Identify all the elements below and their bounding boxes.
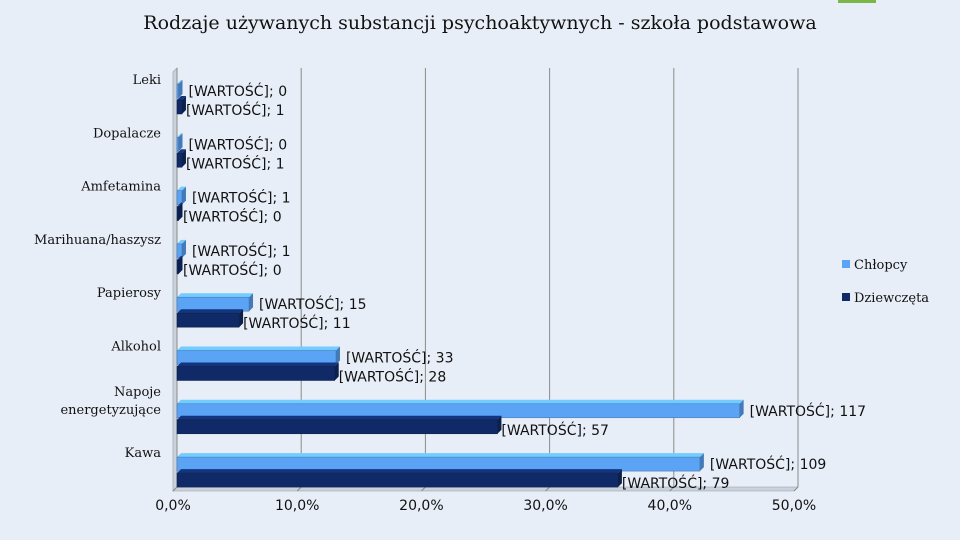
bar-dziewczeta xyxy=(176,366,335,381)
gridline-foot xyxy=(793,486,799,492)
bar-dziewczeta xyxy=(176,419,498,435)
bar-dziewczeta-top xyxy=(177,202,183,207)
bar-chlopcy-side xyxy=(178,80,183,98)
bar-dziewczeta xyxy=(176,153,183,168)
category-label: Alkohol xyxy=(110,340,161,355)
bar-chlopcy-side xyxy=(739,399,744,418)
category-label: Napoje xyxy=(114,385,161,400)
category-label: Papierosy xyxy=(97,286,162,301)
data-label-chlopcy: [WARTOŚĆ]; 109 xyxy=(710,455,826,473)
bar-chlopcy-top xyxy=(177,239,186,244)
bar-chlopcy-side xyxy=(178,133,183,152)
category-label: Dopalacze xyxy=(93,126,161,141)
bar-dziewczeta-top xyxy=(177,362,339,367)
bar-dziewczeta xyxy=(176,472,619,488)
data-label-dziewczeta: [WARTOŚĆ]; 1 xyxy=(186,101,285,119)
data-label-dziewczeta: [WARTOŚĆ]; 0 xyxy=(183,261,282,279)
data-label-dziewczeta: [WARTOŚĆ]; 28 xyxy=(339,368,447,386)
bar-chlopcy-side xyxy=(249,293,254,312)
category-label: Kawa xyxy=(125,446,162,461)
data-label-dziewczeta: [WARTOŚĆ]; 79 xyxy=(622,474,730,492)
bar-chlopcy xyxy=(176,243,183,259)
x-tick-label: 30,0% xyxy=(523,498,567,514)
data-label-chlopcy: [WARTOŚĆ]; 33 xyxy=(346,349,454,367)
bar-chlopcy-side xyxy=(181,239,186,258)
bar-chlopcy-top xyxy=(177,80,183,84)
bar-chlopcy-side xyxy=(181,186,186,205)
data-label-dziewczeta: [WARTOŚĆ]; 11 xyxy=(243,314,351,332)
legend-label: Chłopcy xyxy=(854,258,908,273)
bar-chlopcy xyxy=(176,350,337,365)
bar-dziewczeta-side xyxy=(334,362,339,381)
bar-chlopcy xyxy=(176,83,179,99)
bar-chlopcy xyxy=(176,456,701,472)
data-label-dziewczeta: [WARTOŚĆ]; 0 xyxy=(183,208,282,226)
bar-chlopcy xyxy=(176,296,250,312)
gridline-foot xyxy=(172,486,178,492)
x-tick-label: 40,0% xyxy=(648,498,692,514)
bar-dziewczeta-side xyxy=(178,255,183,274)
bar-chlopcy-top xyxy=(177,453,704,458)
data-label-chlopcy: [WARTOŚĆ]; 0 xyxy=(189,82,288,100)
bar-chlopcy xyxy=(176,403,740,419)
legend-swatch xyxy=(842,293,850,301)
bar-dziewczeta-side xyxy=(178,202,183,221)
category-label: Marihuana/haszysz xyxy=(34,233,161,248)
bar-chlopcy-top xyxy=(177,346,340,351)
x-tick-label: 50,0% xyxy=(772,498,816,514)
legend-swatch xyxy=(842,260,850,268)
gridline-foot xyxy=(296,486,302,492)
bar-chlopcy-top xyxy=(177,186,186,191)
bar-chlopcy xyxy=(176,190,183,205)
bar-chlopcy-side xyxy=(335,346,340,365)
bar-dziewczeta-top xyxy=(177,309,244,314)
bar-dziewczeta xyxy=(176,99,183,115)
x-tick-label: 0,0% xyxy=(155,498,191,514)
data-label-chlopcy: [WARTOŚĆ]; 0 xyxy=(189,135,288,153)
bar-chlopcy-top xyxy=(177,399,744,404)
accent-line xyxy=(838,0,876,3)
bar-dziewczeta-top xyxy=(177,149,186,154)
x-tick-label: 20,0% xyxy=(399,498,443,514)
data-label-dziewczeta: [WARTOŚĆ]; 1 xyxy=(186,154,285,172)
bar-dziewczeta xyxy=(176,206,179,221)
bar-dziewczeta-side xyxy=(239,309,244,328)
bar-dziewczeta-side xyxy=(497,415,502,434)
bar-dziewczeta-top xyxy=(177,469,622,474)
data-label-chlopcy: [WARTOŚĆ]; 1 xyxy=(192,242,291,260)
data-label-chlopcy: [WARTOŚĆ]; 117 xyxy=(750,402,866,420)
bar-dziewczeta-top xyxy=(177,96,186,100)
bar-dziewczeta xyxy=(176,259,179,275)
category-label: Amfetamina xyxy=(80,180,161,195)
legend-label: Dziewczęta xyxy=(854,291,929,306)
bar-chlopcy-side xyxy=(699,453,704,472)
bar-chlopcy xyxy=(176,137,179,152)
gridline-foot xyxy=(545,486,550,492)
bar-dziewczeta-top xyxy=(177,255,183,260)
bar-chlopcy-top xyxy=(177,133,183,138)
axis-wall xyxy=(172,67,178,492)
chart-title: Rodzaje używanych substancji psychoaktyw… xyxy=(143,12,817,34)
data-label-chlopcy: [WARTOŚĆ]; 1 xyxy=(192,189,291,207)
data-label-dziewczeta: [WARTOŚĆ]; 57 xyxy=(501,421,609,439)
data-label-chlopcy: [WARTOŚĆ]; 15 xyxy=(259,295,367,313)
bar-dziewczeta xyxy=(176,312,240,328)
bar-dziewczeta-side xyxy=(617,469,622,488)
gridline-foot xyxy=(669,486,675,492)
gridline-foot xyxy=(421,486,426,492)
x-tick-label: 10,0% xyxy=(275,498,319,514)
category-label: energetyzujące xyxy=(60,403,161,418)
category-label: Leki xyxy=(133,73,161,88)
bar-dziewczeta-side xyxy=(181,96,186,114)
bar-dziewczeta-side xyxy=(181,149,186,168)
bar-chlopcy-top xyxy=(177,293,254,298)
bar-dziewczeta-top xyxy=(177,415,502,420)
